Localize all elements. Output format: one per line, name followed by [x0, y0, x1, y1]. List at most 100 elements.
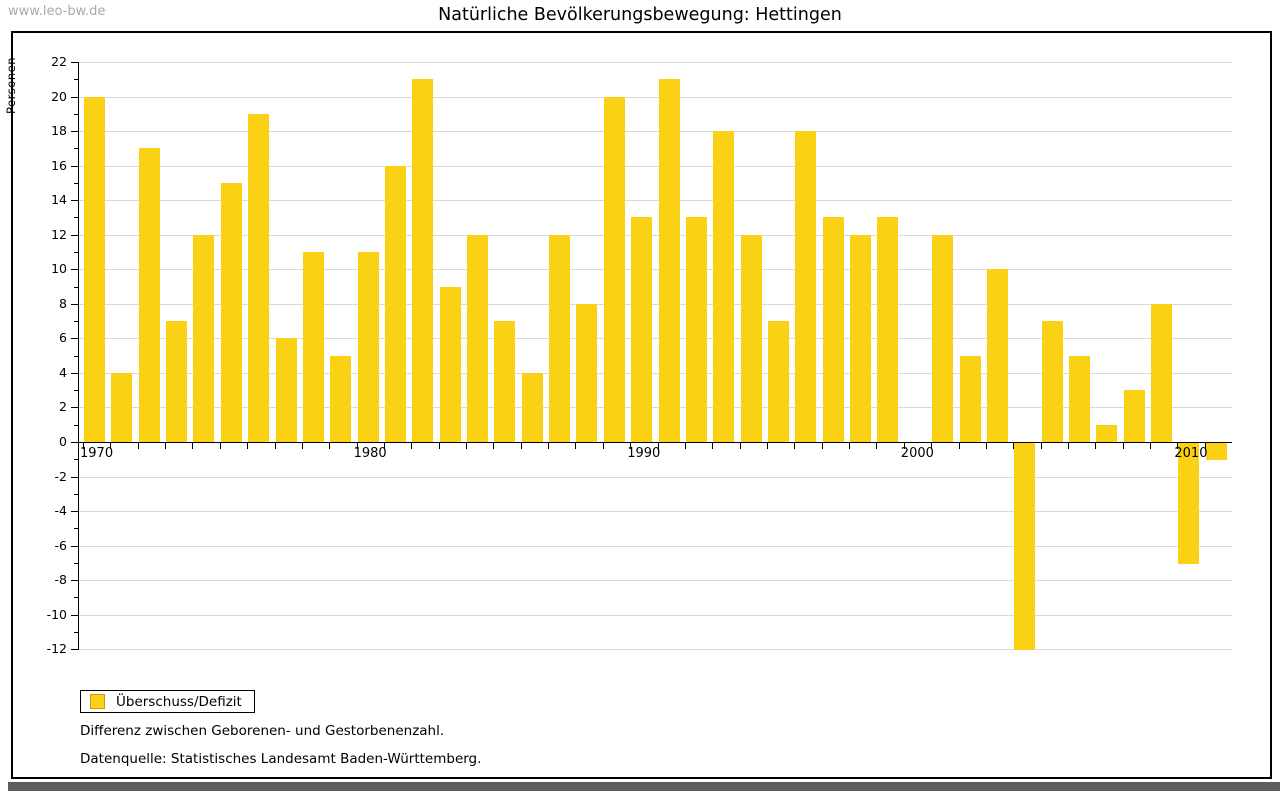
- x-year-tick: [165, 442, 167, 449]
- y-tick-label: 20: [51, 88, 67, 104]
- x-year-tick: [548, 442, 550, 449]
- x-year-tick: [356, 442, 358, 449]
- bar: [795, 131, 817, 442]
- y-axis-label: Personen: [4, 57, 18, 115]
- bar: [384, 165, 406, 442]
- bar: [1123, 390, 1145, 442]
- x-year-tick: [1067, 442, 1069, 449]
- y-major-tick: [71, 476, 78, 478]
- gridline: [78, 476, 1232, 478]
- y-minor-tick: [74, 148, 78, 150]
- x-year-tick: [1095, 442, 1097, 449]
- x-year-tick: [575, 442, 577, 449]
- y-major-tick: [71, 62, 78, 63]
- gridline: [78, 511, 1232, 513]
- y-tick-label: -2: [54, 468, 67, 484]
- bar: [1151, 303, 1173, 442]
- bar: [84, 96, 105, 442]
- x-year-tick: [1013, 442, 1015, 449]
- y-major-tick: [71, 234, 78, 236]
- x-year-tick: [630, 442, 632, 449]
- x-tick-label: 2000: [900, 446, 934, 461]
- gridline: [78, 545, 1232, 547]
- bar: [467, 234, 489, 442]
- x-year-tick: [493, 442, 495, 449]
- y-tick-label: 10: [51, 261, 67, 277]
- bar: [439, 286, 461, 442]
- legend-swatch: [90, 694, 105, 709]
- y-tick-label: 4: [59, 364, 67, 380]
- bar: [1068, 355, 1090, 442]
- y-major-tick: [71, 200, 78, 202]
- y-minor-tick: [74, 528, 78, 530]
- y-minor-tick: [74, 424, 78, 426]
- gridline: [78, 269, 1232, 271]
- gridline: [78, 303, 1232, 305]
- x-year-tick: [438, 442, 440, 449]
- bar: [494, 321, 516, 442]
- y-tick-label: 22: [51, 54, 67, 69]
- gridline: [78, 131, 1232, 133]
- horizontal-scrollbar[interactable]: [8, 782, 1280, 791]
- bar: [1041, 321, 1063, 442]
- y-minor-tick: [74, 286, 78, 288]
- x-axis-line: [78, 442, 1232, 443]
- gridline: [78, 649, 1232, 651]
- note-datasource: Datenquelle: Statistisches Landesamt Bad…: [80, 751, 482, 767]
- x-year-tick: [931, 442, 933, 449]
- y-major-tick: [71, 372, 78, 374]
- note-description: Differenz zwischen Geborenen- und Gestor…: [80, 723, 445, 739]
- x-year-tick: [849, 442, 851, 449]
- x-year-tick: [657, 442, 659, 449]
- bar: [713, 131, 735, 442]
- y-minor-tick: [74, 321, 78, 323]
- y-major-tick: [71, 614, 78, 616]
- x-year-tick: [958, 442, 960, 449]
- y-tick-label: -6: [54, 537, 67, 553]
- gridline: [78, 62, 1232, 63]
- gridline: [78, 200, 1232, 202]
- y-tick-label: -4: [54, 503, 67, 519]
- y-major-tick: [71, 545, 78, 547]
- y-major-tick: [71, 511, 78, 513]
- bar: [740, 234, 762, 442]
- y-minor-tick: [74, 182, 78, 184]
- y-minor-tick: [74, 355, 78, 357]
- bar: [248, 113, 270, 442]
- bar: [549, 234, 571, 442]
- y-tick-label: 12: [51, 226, 67, 242]
- y-minor-tick: [74, 217, 78, 219]
- x-year-tick: [712, 442, 714, 449]
- y-major-tick: [71, 649, 78, 651]
- y-major-tick: [71, 407, 78, 409]
- y-minor-tick: [74, 390, 78, 392]
- bar: [603, 96, 625, 442]
- bar: [1205, 443, 1227, 461]
- y-minor-tick: [74, 632, 78, 633]
- bar: [1178, 443, 1200, 564]
- y-tick-label: 0: [59, 434, 67, 449]
- x-tick-label: 1970: [80, 446, 114, 461]
- y-major-tick: [71, 165, 78, 167]
- bar: [357, 252, 379, 442]
- chart-frame: [11, 31, 1272, 779]
- bar: [166, 321, 188, 442]
- x-year-tick: [329, 442, 331, 449]
- watermark: www.leo-bw.de: [8, 4, 106, 19]
- x-year-tick: [767, 442, 768, 449]
- y-major-tick: [71, 131, 78, 133]
- y-tick-label: -12: [46, 641, 67, 657]
- gridline: [78, 580, 1232, 582]
- bar: [1096, 424, 1118, 442]
- y-minor-tick: [74, 562, 78, 564]
- y-tick-label: 8: [59, 295, 67, 311]
- y-tick-label: -10: [46, 606, 67, 622]
- x-year-tick: [1204, 442, 1206, 449]
- x-year-tick: [1122, 442, 1124, 449]
- x-year-tick: [383, 442, 385, 449]
- x-tick-label: 1990: [627, 446, 661, 461]
- y-tick-label: 2: [59, 399, 67, 415]
- bar: [768, 321, 789, 442]
- y-minor-tick: [74, 459, 78, 461]
